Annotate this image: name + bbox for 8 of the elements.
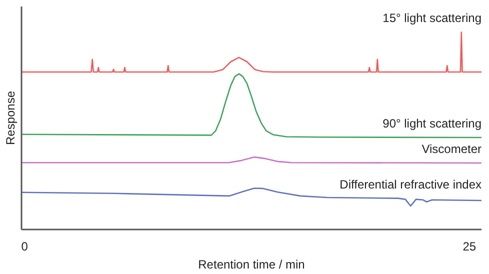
- x-axis-title: Retention time / min: [198, 258, 305, 272]
- series-label: Viscometer: [422, 142, 482, 156]
- y-axis-title: Response: [4, 90, 18, 146]
- series-label: 15° light scattering: [382, 11, 482, 26]
- series-label: Differential refractive index: [340, 177, 482, 192]
- x-tick-label: 0: [21, 240, 28, 254]
- series-label: 90° light scattering: [382, 116, 482, 131]
- x-tick-label: 25: [462, 240, 476, 254]
